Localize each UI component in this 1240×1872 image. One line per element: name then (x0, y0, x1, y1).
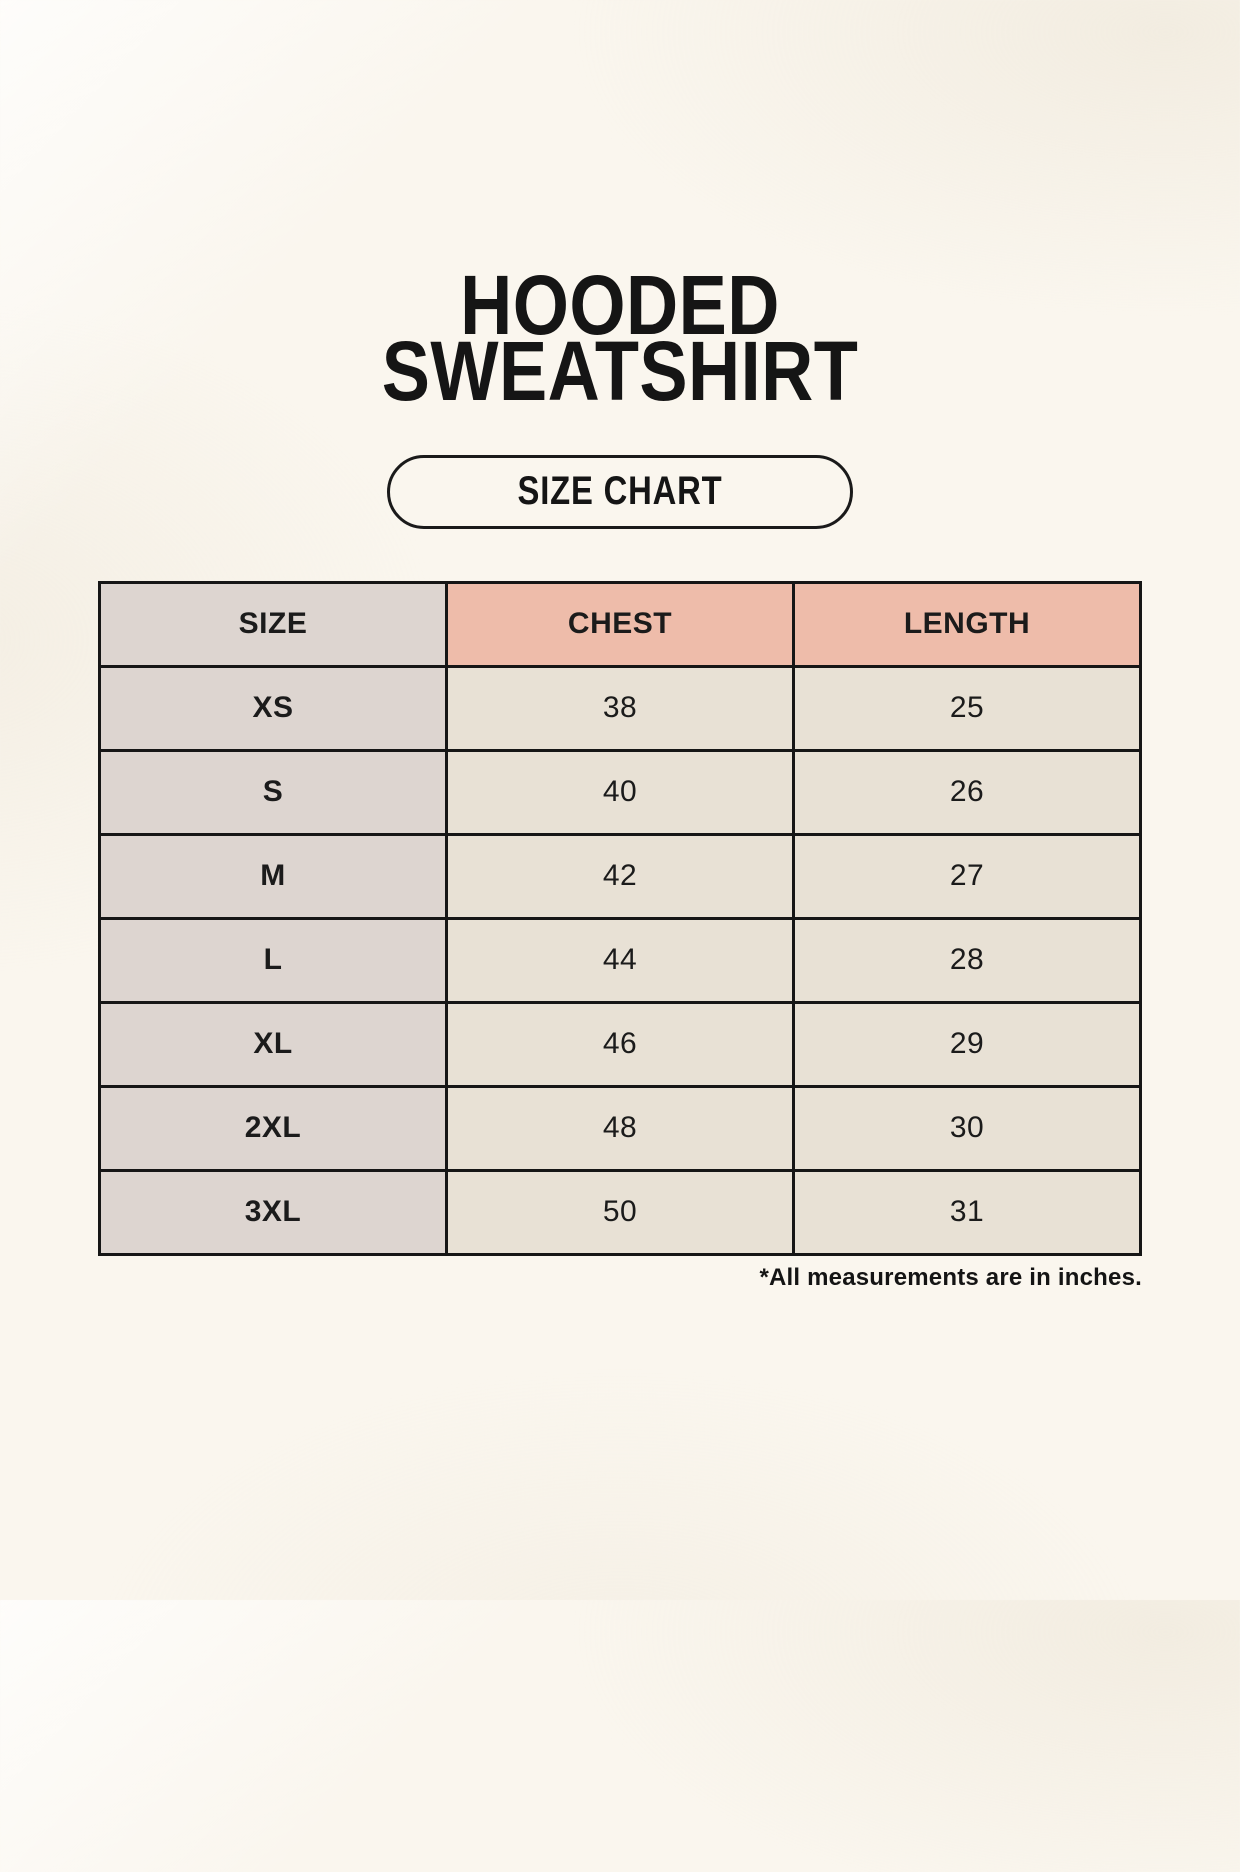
size-cell: 2XL (98, 1084, 448, 1172)
size-cell: M (98, 832, 448, 920)
column-header-chest: CHEST (445, 580, 795, 668)
column-header-length: LENGTH (792, 580, 1142, 668)
length-cell: 26 (792, 748, 1142, 836)
column-header-size: SIZE (98, 580, 448, 668)
length-cell: 31 (792, 1168, 1142, 1256)
chest-cell: 48 (445, 1084, 795, 1172)
size-chart-button-label: SIZE CHART (517, 469, 723, 514)
size-table-container: SIZE CHEST LENGTH XS 38 25 S 40 26 M (98, 580, 1142, 1256)
table-row: M 42 27 (98, 832, 1142, 920)
length-cell: 28 (792, 916, 1142, 1004)
table-row: S 40 26 (98, 748, 1142, 836)
size-cell: S (98, 748, 448, 836)
size-cell: L (98, 916, 448, 1004)
measurements-footnote: *All measurements are in inches. (759, 1263, 1142, 1291)
chest-cell: 40 (445, 748, 795, 836)
title-line-2: SWEATSHIRT (381, 324, 859, 419)
chest-cell: 44 (445, 916, 795, 1004)
page-title: HOODED SWEATSHIRT (87, 258, 1153, 419)
length-cell: 30 (792, 1084, 1142, 1172)
table-header-row: SIZE CHEST LENGTH (98, 580, 1142, 668)
size-cell: XL (98, 1000, 448, 1088)
size-table: SIZE CHEST LENGTH XS 38 25 S 40 26 M (98, 580, 1142, 1256)
length-cell: 27 (792, 832, 1142, 920)
chest-cell: 38 (445, 664, 795, 752)
size-chart-page: HOODED SWEATSHIRT SIZE CHART SIZE CHEST … (0, 258, 1240, 1292)
chest-cell: 50 (445, 1168, 795, 1256)
table-row: XS 38 25 (98, 664, 1142, 752)
table-row: XL 46 29 (98, 1000, 1142, 1088)
chest-cell: 42 (445, 832, 795, 920)
table-row: 3XL 50 31 (98, 1168, 1142, 1256)
title-line-1: HOODED (460, 258, 780, 352)
length-cell: 29 (792, 1000, 1142, 1088)
chest-cell: 46 (445, 1000, 795, 1088)
table-row: 2XL 48 30 (98, 1084, 1142, 1172)
table-row: L 44 28 (98, 916, 1142, 1004)
size-chart-button[interactable]: SIZE CHART (387, 454, 853, 529)
length-cell: 25 (792, 664, 1142, 752)
size-cell: XS (98, 664, 448, 752)
size-cell: 3XL (98, 1168, 448, 1256)
